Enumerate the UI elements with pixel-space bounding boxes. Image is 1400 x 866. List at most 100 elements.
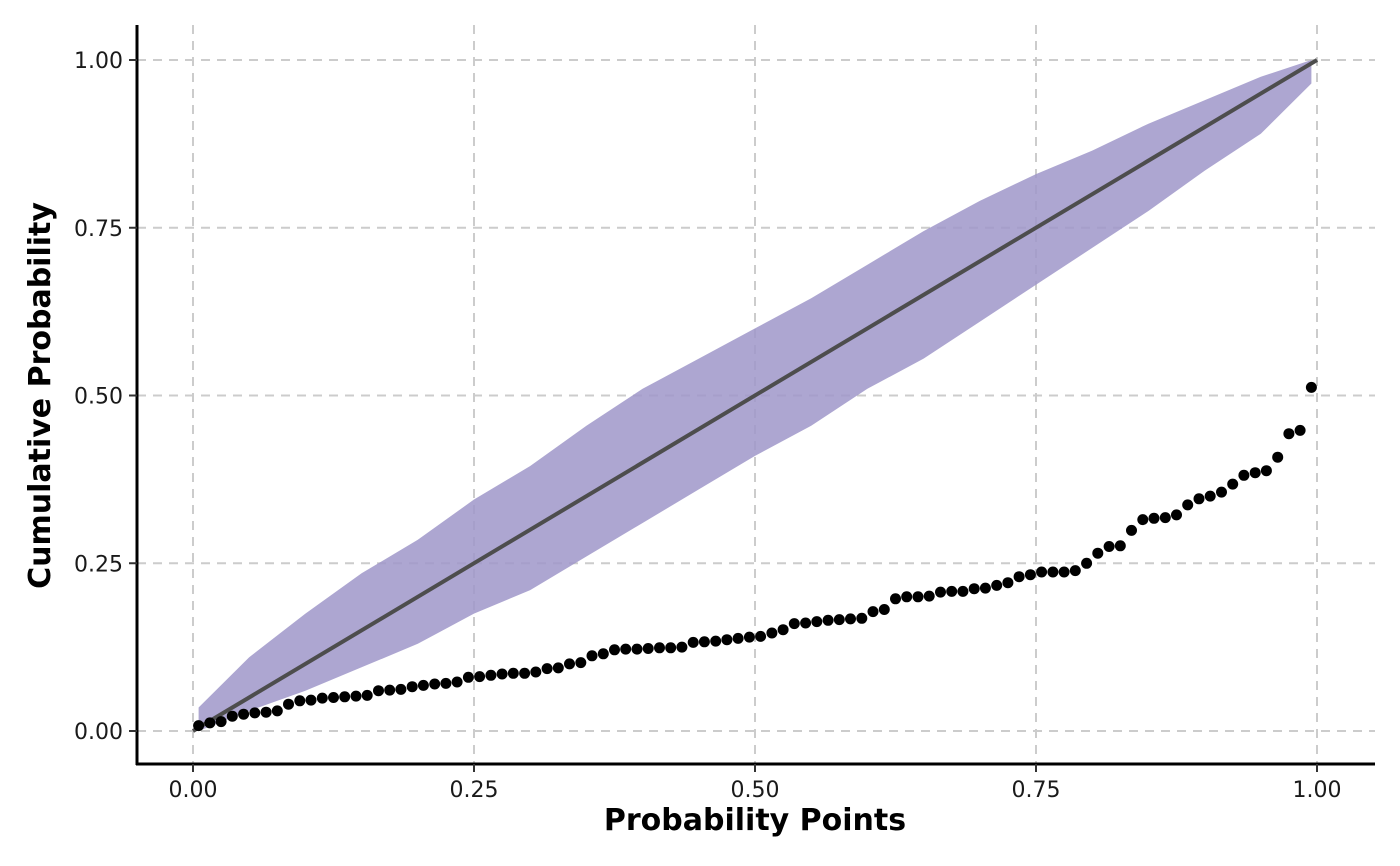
data-point: [215, 716, 227, 728]
data-point: [1069, 565, 1081, 577]
data-point: [609, 644, 620, 656]
data-point: [901, 591, 913, 603]
data-point: [395, 683, 407, 695]
y-tick-label: 0.00: [74, 720, 123, 745]
data-point: [856, 612, 868, 624]
data-point: [912, 591, 924, 603]
data-point: [890, 593, 901, 605]
data-point: [1227, 478, 1239, 490]
data-point: [485, 669, 497, 681]
data-point: [923, 590, 935, 602]
data-point: [766, 627, 778, 639]
data-point: [665, 642, 677, 654]
data-point: [1126, 524, 1137, 536]
data-point: [777, 624, 789, 636]
data-point: [1260, 465, 1272, 477]
data-point: [575, 657, 587, 669]
data-point: [1238, 469, 1250, 481]
data-point: [833, 614, 845, 626]
data-point: [1148, 512, 1160, 524]
data-point: [1092, 547, 1104, 559]
data-point: [519, 667, 531, 679]
data-point: [339, 691, 351, 703]
x-tick-label: 0.50: [731, 778, 780, 803]
data-point: [1114, 540, 1126, 552]
data-point: [1305, 381, 1317, 393]
data-point: [541, 663, 553, 675]
y-axis-title: Cumulative Probability: [23, 202, 58, 589]
data-point: [1193, 493, 1205, 505]
data-point: [406, 681, 418, 693]
data-point: [878, 604, 890, 615]
y-tick-label: 0.50: [74, 385, 123, 410]
data-point: [1272, 451, 1284, 463]
data-point: [788, 618, 800, 630]
data-point: [429, 678, 441, 690]
grid-lines: [137, 25, 1375, 764]
data-point: [1036, 566, 1048, 578]
x-tick-label: 0.00: [169, 778, 218, 803]
x-tick-label: 0.25: [450, 778, 499, 803]
data-point: [249, 707, 261, 719]
data-point: [1047, 566, 1059, 578]
y-axis-ticks: 0.00 0.25 0.50 0.75 1.00: [74, 49, 137, 745]
data-point: [530, 666, 542, 678]
data-point: [822, 614, 834, 626]
data-point: [631, 643, 643, 655]
reference-line: [191, 58, 1319, 733]
x-tick-label: 0.75: [1012, 778, 1061, 803]
data-point: [294, 695, 306, 707]
data-point: [654, 642, 665, 654]
x-axis-ticks: 0.00 0.25 0.50 0.75 1.00: [169, 764, 1342, 803]
data-point: [698, 636, 710, 648]
data-point: [260, 706, 272, 718]
y-tick-label: 0.25: [74, 552, 123, 577]
data-point: [238, 708, 250, 720]
data-point: [979, 582, 991, 594]
data-point: [283, 698, 294, 710]
data-point: [991, 579, 1003, 591]
data-point: [743, 631, 755, 643]
data-point: [676, 641, 688, 653]
data-point: [800, 617, 812, 629]
data-point: [350, 690, 362, 702]
y-tick-label: 1.00: [74, 49, 123, 74]
data-point: [597, 648, 609, 660]
data-point: [193, 720, 205, 732]
data-point: [1159, 512, 1171, 524]
data-point: [946, 585, 958, 597]
data-point: [1058, 566, 1070, 578]
data-point: [845, 613, 856, 625]
data-point: [1294, 424, 1306, 436]
data-point: [957, 585, 969, 597]
y-tick-label: 0.75: [74, 217, 123, 242]
data-point: [552, 662, 564, 674]
data-point: [305, 694, 317, 706]
data-point: [1013, 571, 1025, 583]
data-point: [620, 643, 632, 655]
data-point: [935, 586, 946, 598]
data-point: [1024, 569, 1036, 581]
data-point: [1002, 577, 1014, 589]
data-point: [507, 667, 519, 679]
data-point: [1182, 499, 1194, 511]
x-tick-label: 1.00: [1293, 778, 1342, 803]
data-point: [384, 684, 396, 696]
data-points: [193, 381, 1317, 732]
data-point: [451, 676, 463, 688]
data-point: [440, 677, 452, 689]
data-point: [732, 632, 744, 644]
data-point: [642, 643, 654, 654]
data-point: [710, 635, 722, 647]
data-point: [462, 671, 474, 683]
x-axis-title: Probability Points: [604, 803, 906, 838]
data-point: [496, 668, 508, 680]
data-point: [373, 685, 384, 697]
data-point: [968, 583, 980, 595]
data-point: [226, 710, 238, 722]
data-point: [1249, 467, 1261, 479]
data-point: [417, 679, 429, 691]
data-point: [564, 658, 575, 670]
data-point: [1283, 428, 1295, 440]
